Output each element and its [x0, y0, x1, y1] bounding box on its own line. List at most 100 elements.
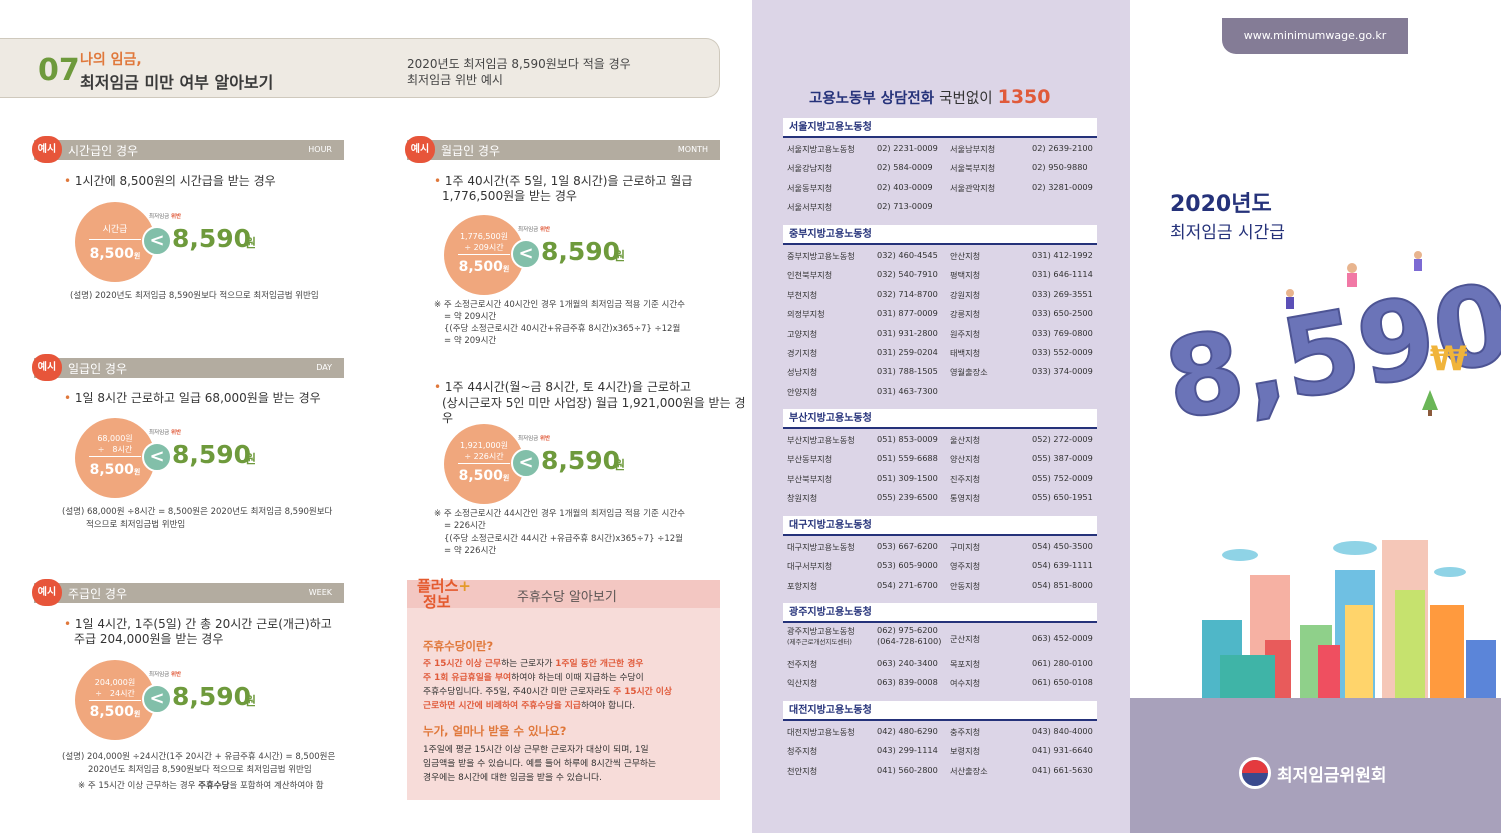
- less-than-icon: <: [142, 226, 172, 256]
- office-phone: 031) 412-1992: [1032, 250, 1093, 260]
- less-than-icon: <: [142, 442, 172, 472]
- office-row: 의정부지청 031) 877-0009 강릉지청 033) 650-2500: [783, 303, 1097, 322]
- month-calc-value: 8,500원: [458, 259, 510, 275]
- week-bullet2: 주급 204,000원을 받는 경우: [74, 632, 224, 646]
- month2-note2: = 226시간: [444, 521, 486, 531]
- office-table: 부산지방고용노동청 051) 853-0009 울산지청 052) 272-0009 부…: [783, 429, 1097, 507]
- office-row: 대구지방고용노동청 053) 667-6200 구미지청 054) 450-3500: [783, 536, 1097, 555]
- hour-section-en: HOUR: [308, 145, 332, 154]
- hour-calc-won: 원: [245, 236, 257, 250]
- month-note2: = 약 209시간: [444, 312, 497, 322]
- office-row: 안양지청 031) 463-7300: [783, 381, 1097, 400]
- week-calc-won: 원: [245, 694, 257, 708]
- office-name: 부산동부지청: [787, 454, 833, 465]
- website-url[interactable]: www.minimumwage.go.kr: [1222, 18, 1408, 54]
- example-badge: 예시: [32, 579, 62, 606]
- office-name: 서울동부지청: [787, 182, 833, 193]
- office-group: 부산지방고용노동청 부산지방고용노동청 051) 853-0009 울산지청 052) …: [783, 409, 1097, 507]
- plus-question2: 누가, 얼마나 받을 수 있나요?: [423, 724, 567, 738]
- office-name: 성남지청: [787, 367, 818, 378]
- less-than-icon: <: [511, 239, 541, 269]
- month2-calc-won: 원: [614, 458, 626, 472]
- office-row: 청주지청 043) 299-1114 보령지청 041) 931-6640: [783, 740, 1097, 759]
- section-number: 07: [38, 53, 80, 88]
- month-calc-won: 원: [614, 249, 626, 263]
- office-name: 전주지청: [787, 659, 818, 669]
- office-phone: 054) 450-3500: [1032, 541, 1093, 551]
- example-badge: 예시: [405, 136, 435, 163]
- office-phone: 055) 387-0009: [1032, 453, 1093, 464]
- office-name: 중부지방고용노동청: [787, 251, 855, 261]
- office-row: 고양지청 031) 931-2800 원주지청 033) 769-0800: [783, 323, 1097, 342]
- office-table: 대구지방고용노동청 053) 667-6200 구미지청 054) 450-3500 대…: [783, 536, 1097, 595]
- office-phone: 02) 2231-0009: [877, 143, 938, 153]
- month-calc-result: 8,590: [541, 237, 621, 266]
- office-name: 서울지방고용노동청: [787, 144, 855, 154]
- month2-bullet2: (상시근로자 5인 미만 사업장) 월급 1,921,000원을 받는 경우: [442, 396, 746, 425]
- office-group-title: 광주지방고용노동청: [783, 603, 1097, 623]
- month-calc-top1: 1,776,500원: [459, 232, 509, 241]
- contacts-panel: 고용노동부 상담전화 국번없이 1350 서울지방고용노동청 서울지방고용노동청 0…: [752, 0, 1130, 833]
- office-name: 강원지청: [950, 289, 981, 300]
- section-desc-line1: 2020년도 최저임금 8,590원보다 적을 경우: [407, 57, 631, 71]
- day-note1: (설명) 68,000원 ÷8시간 = 8,500원은 2020년도 최저임금 …: [62, 507, 333, 517]
- office-phone: 02) 3281-0009: [1032, 181, 1093, 192]
- office-sub-name: (제주근로개선지도센터): [787, 638, 852, 646]
- office-phone: 063) 240-3400: [877, 658, 938, 668]
- day-calc-won: 원: [245, 452, 257, 466]
- office-phone: 043) 840-4000: [1032, 726, 1093, 736]
- month-section-en: MONTH: [677, 145, 708, 154]
- office-phone: 043) 299-1114: [877, 745, 938, 756]
- month2-calc-top2: ÷ 226시간: [464, 452, 504, 461]
- office-name: 강릉지청: [950, 309, 981, 320]
- month-note4: = 약 209시간: [444, 336, 497, 346]
- hour-note: (설명) 2020년도 최저임금 8,590원보다 적으므로 최저임금법 위반임: [70, 291, 319, 301]
- month2-note4: = 약 226시간: [444, 546, 497, 556]
- hour-calc-value: 8,500원: [89, 246, 141, 262]
- office-name: 충주지청: [950, 727, 981, 737]
- plus-paragraph2: 1주일에 평균 15시간 이상 근무한 근로자가 대상이 되며, 1일 임금액을…: [423, 745, 657, 783]
- office-group-title: 서울지방고용노동청: [783, 118, 1097, 138]
- office-phone: 031) 931-2800: [877, 327, 938, 338]
- month2-note1: ※ 주 소정근로시간 44시간인 경우 1개월의 최저임금 적용 기준 시간수: [434, 509, 685, 519]
- office-name: 진주지청: [950, 473, 981, 484]
- office-row: 창원지청 055) 239-6500 통영지청 055) 650-1951: [783, 487, 1097, 506]
- month-section-bar: 예시 월급인 경우 MONTH: [405, 136, 720, 163]
- month2-calc-value: 8,500원: [458, 468, 510, 484]
- violation-label: 최저임금 위반: [149, 214, 182, 220]
- day-calc-top1: 68,000원: [97, 434, 133, 443]
- office-group: 대전지방고용노동청 대전지방고용노동청 042) 480-6290 충주지청 043) …: [783, 701, 1097, 780]
- office-row: 성남지청 031) 788-1505 영월출장소 033) 374-0009: [783, 361, 1097, 380]
- less-than-icon: <: [511, 448, 541, 478]
- office-row: 익산지청 063) 839-0008 여수지청 061) 650-0108: [783, 672, 1097, 691]
- day-note2: 적으므로 최저임금법 위반임: [86, 520, 186, 530]
- week-note2: 2020년도 최저임금 8,590원보다 적으므로 최저임금법 위반임: [88, 765, 312, 775]
- plus-info-title: 주휴수당 알아보기: [517, 590, 617, 605]
- left-panel: 07 나의 임금, 최저임금 미만 여부 알아보기 2020년도 최저임금 8,…: [0, 38, 746, 800]
- contact-line: 고용노동부 상담전화 국번없이 1350: [809, 86, 1051, 108]
- day-calc-circle: 68,000원 ÷ 8시간 8,500원: [75, 418, 155, 498]
- week-section-en: WEEK: [308, 588, 332, 597]
- office-name: 의정부지청: [787, 309, 825, 320]
- commission-name: 최저임금위원회: [1277, 766, 1387, 786]
- office-group: 광주지방고용노동청 광주지방고용노동청 062) 975-6200 군산지청 063) …: [783, 603, 1097, 692]
- office-name: 창원지청: [787, 493, 818, 504]
- office-row: 서울강남지청 02) 584-0009 서울북부지청 02) 950-9880: [783, 157, 1097, 176]
- plus-info-header: 플러스+ 정보 주휴수당 알아보기: [407, 578, 720, 610]
- office-name: 영월출장소: [950, 367, 988, 378]
- section-header-banner: 07 나의 임금, 최저임금 미만 여부 알아보기 2020년도 최저임금 8,…: [0, 38, 720, 98]
- week-note3: ※ 주 15시간 이상 근무하는 경우 주휴수당을 포함하여 계산하여야 함: [78, 781, 324, 791]
- office-name: 평택지청: [950, 270, 981, 281]
- month2-bullet1: • 1주 44시간(월~금 8시간, 토 4시간)을 근로하고: [434, 380, 691, 394]
- office-phone: 041) 560-2800: [877, 764, 938, 775]
- office-name: 부천지청: [787, 289, 818, 300]
- violation-label: 최저임금 위반: [518, 227, 551, 233]
- week-bullet1: • 1일 4시간, 1주(5일) 간 총 20시간 근로(개근)하고: [64, 617, 332, 631]
- office-phone: 042) 480-6290: [877, 726, 938, 736]
- office-name: 구미지청: [950, 542, 981, 552]
- office-table: 중부지방고용노동청 032) 460-4545 안산지청 031) 412-1992 인…: [783, 245, 1097, 401]
- cover-year: 2020년도: [1170, 192, 1272, 217]
- office-name: 목포지청: [950, 659, 981, 669]
- day-section-en: DAY: [316, 363, 332, 372]
- month2-calc-circle: 1,921,000원 ÷ 226시간 8,500원: [444, 424, 524, 504]
